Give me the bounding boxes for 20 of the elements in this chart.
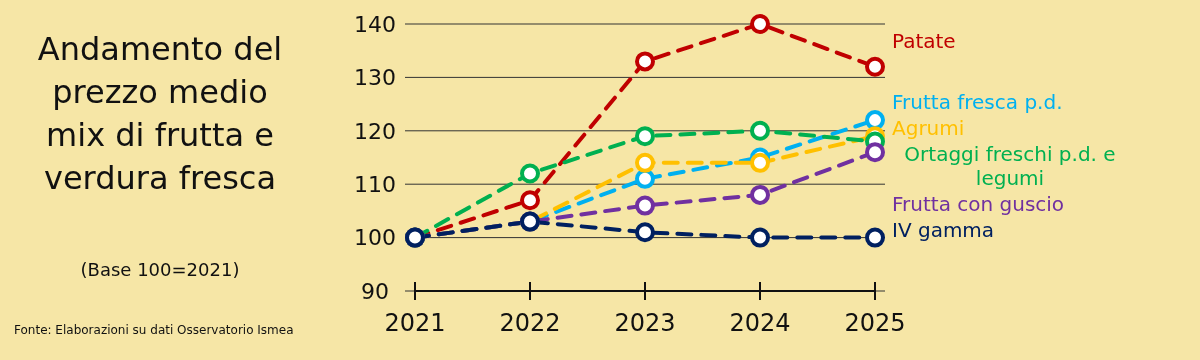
y-tick-label: 110 xyxy=(354,171,396,197)
x-tick-label: 2025 xyxy=(844,309,906,337)
series-label: Patate xyxy=(892,28,956,53)
x-tick-label: 2024 xyxy=(729,309,791,337)
series-label: Frutta con guscio xyxy=(892,192,1065,217)
series-label: Agrumi xyxy=(892,116,965,141)
y-tick-label: 130 xyxy=(354,65,396,91)
source-note: Fonte: Elaborazioni su dati Osservatorio Ismea xyxy=(14,323,294,337)
y-tick-label: 90 xyxy=(361,278,389,304)
y-tick-label: 120 xyxy=(354,118,396,144)
series-label: IV gamma xyxy=(892,218,995,243)
series-label: Frutta fresca p.d. xyxy=(892,90,1063,115)
y-tick-label: 140 xyxy=(354,11,396,37)
x-tick-label: 2022 xyxy=(499,309,561,337)
x-tick-label: 2023 xyxy=(614,309,676,337)
series-label: Ortaggi freschi p.d. e legumi xyxy=(904,142,1116,191)
x-tick-label: 2021 xyxy=(384,309,446,337)
text: Andamento del prezzo medio mix di frutta e verdura fresca xyxy=(37,30,283,197)
text: (Base 100=2021) xyxy=(80,259,240,280)
y-tick-label: 100 xyxy=(354,225,396,251)
